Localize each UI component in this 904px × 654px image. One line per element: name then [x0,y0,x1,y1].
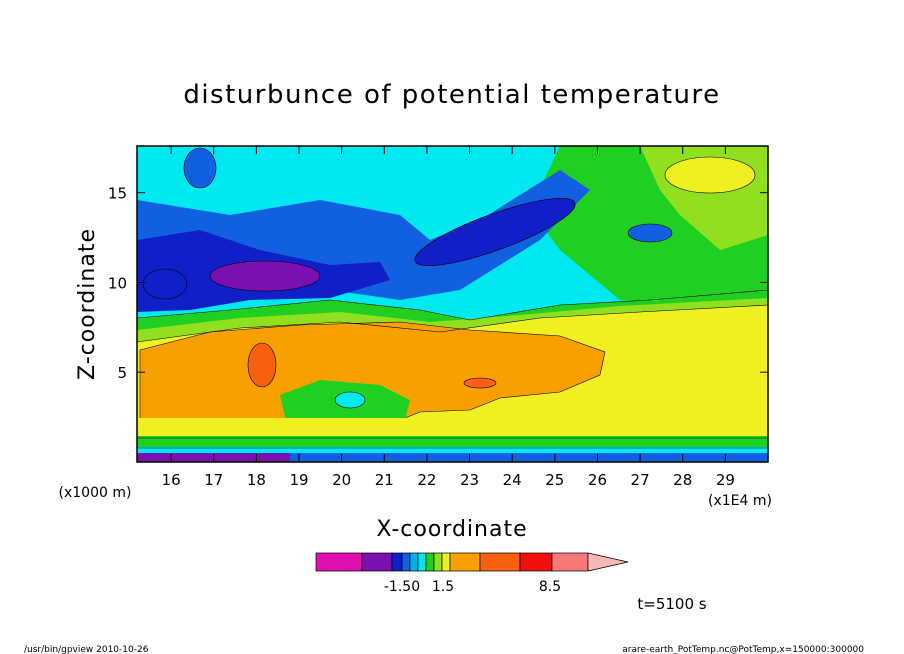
band-lower-cyan [137,447,768,454]
colorbar-segment [449,552,481,572]
band-lower-yellow [137,418,768,438]
cell-upper-right-yellow [664,156,756,194]
x-axis-label: X-coordinate [376,517,527,542]
x-tick-label: 24 [503,471,522,489]
time-label: t=5100 s [637,595,706,613]
cell-purple [209,260,321,292]
colorbar-segment [401,552,411,572]
y-axis-label: Z-coordinate [75,228,100,380]
cell-right-blue [627,223,673,243]
colorbar-arrow [587,552,629,572]
x-tick-label: 28 [673,471,692,489]
cell-upper-left-blue [183,147,217,189]
contour-line-b [137,304,768,343]
cell-left-darkblue [142,268,188,300]
y-tick-label: 5 [117,364,127,382]
x-tick-label: 23 [460,471,479,489]
colorbar-label: 8.5 [539,579,561,595]
contour-line-a [137,289,768,321]
y-tick-label: 10 [108,274,127,292]
cell-orange-b [463,377,497,389]
colorbar-segment [417,552,427,572]
x-tick-label: 26 [588,471,607,489]
colorbar-segment [425,552,435,572]
colorbar-segment [315,552,363,572]
colorbar-segment [519,552,553,572]
y-axis-ticks: 5 10 15 [108,185,768,382]
band-bottom-blue [290,453,768,462]
colorbar-segment [479,552,521,572]
colorbar: -1.50 1.5 8.5 [315,552,629,595]
cell-lower-cyan [334,391,366,409]
cell-orange-a [247,342,277,388]
x-tick-label: 27 [631,471,650,489]
y-tick-label: 15 [108,185,127,203]
footer-left: /usr/bin/gpview 2010-10-26 [24,645,149,654]
x-tick-label: 20 [332,471,351,489]
x-axis-unit-left: (x1000 m) [59,485,132,501]
colorbar-segment [551,552,589,572]
band-lower-green [137,436,768,448]
x-axis-ticks: 16 17 18 19 20 21 22 23 24 25 26 27 28 29 [162,146,735,489]
colorbar-segment [391,552,403,572]
colorbar-segment [409,552,419,572]
footer-right: arare-earth_PotTemp.nc@PotTemp,x=150000:… [622,645,864,654]
x-tick-label: 29 [716,471,735,489]
x-tick-label: 19 [289,471,308,489]
plot-frame [136,145,769,463]
colorbar-label: 1.5 [432,579,454,595]
cell-upper-mid-blue [414,198,576,266]
x-tick-label: 18 [247,471,266,489]
chart-title: disturbunce of potential temperature [183,80,720,110]
x-tick-label: 25 [545,471,564,489]
x-axis-unit-right: (x1E4 m) [708,493,772,509]
colorbar-segment [433,552,443,572]
x-tick-label: 21 [375,471,394,489]
colorbar-segment [441,552,451,572]
colorbar-segment [361,552,393,572]
contour-field [137,146,768,462]
colorbar-label: -1.50 [384,579,420,595]
x-tick-label: 17 [204,471,223,489]
x-tick-label: 22 [417,471,436,489]
x-tick-label: 16 [162,471,181,489]
